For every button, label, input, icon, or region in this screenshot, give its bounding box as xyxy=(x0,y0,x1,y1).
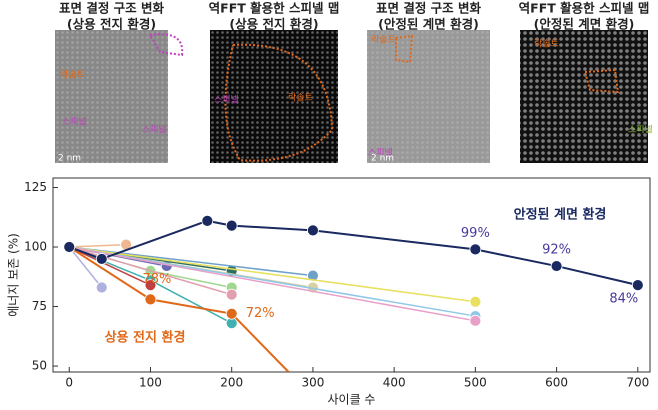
series-line xyxy=(69,246,476,317)
value-label: 92% xyxy=(542,243,571,258)
data-point xyxy=(63,241,76,253)
x-tick-label: 200 xyxy=(220,376,243,390)
plot-area: 78% 72% 99% 92% 84% xyxy=(63,214,644,372)
y-tick-label: 75 xyxy=(32,299,47,313)
panel-label: 스피넬 xyxy=(142,124,167,136)
data-point xyxy=(307,269,319,282)
series-line xyxy=(69,243,127,248)
series-line xyxy=(69,246,232,296)
series-line xyxy=(68,219,639,287)
data-point xyxy=(469,295,482,308)
x-tick-label: 600 xyxy=(545,376,568,390)
value-label: 72% xyxy=(246,306,275,321)
x-axis-label: 사이클 수 xyxy=(328,393,376,407)
series-annotation: 상용 전지 환경 xyxy=(105,330,186,346)
value-label: 78% xyxy=(142,272,171,287)
panel-caption: 표면 결정 구조 변화 xyxy=(376,1,482,16)
series-line xyxy=(68,246,290,372)
panel-caption: (상용 전지 환경) xyxy=(67,17,156,32)
micrograph-texture xyxy=(55,30,168,163)
data-point xyxy=(225,307,238,320)
value-label: 99% xyxy=(461,226,490,241)
y-tick-label: 125 xyxy=(24,180,47,194)
data-point xyxy=(550,260,563,272)
series-annotation: 안정된 계면 환경 xyxy=(514,207,607,223)
data-point xyxy=(469,314,482,327)
series-line xyxy=(68,246,151,286)
data-point xyxy=(469,243,482,256)
data-point xyxy=(225,219,238,232)
x-tick-label: 0 xyxy=(65,376,73,390)
x-tick-label: 400 xyxy=(383,376,406,390)
data-point xyxy=(225,288,238,301)
y-tick-label: 50 xyxy=(32,359,47,373)
data-point xyxy=(95,281,108,294)
data-point xyxy=(631,279,644,292)
x-tick-label: 500 xyxy=(464,376,487,390)
series-line xyxy=(69,246,476,303)
panel-label: 스피넬 xyxy=(214,94,239,106)
panel-caption: (안정된 계면 환경) xyxy=(534,17,635,32)
micrograph-texture xyxy=(367,30,490,163)
x-tick-label: 700 xyxy=(626,376,649,390)
data-point xyxy=(307,224,319,237)
x-tick-label: 300 xyxy=(301,376,324,390)
x-tick-label: 100 xyxy=(139,376,162,390)
panel-label: 2 nm xyxy=(371,154,394,164)
region-outline xyxy=(148,33,184,57)
value-label: 84% xyxy=(609,292,638,307)
y-axis-label: 에너지 보존 (%) xyxy=(7,233,21,317)
y-tick-label: 100 xyxy=(24,240,47,254)
data-point xyxy=(95,253,108,265)
region-outline xyxy=(583,68,620,94)
panel-label: 락솔트 xyxy=(288,92,313,104)
panel-label: 락솔트 xyxy=(534,38,559,50)
micrograph-texture xyxy=(520,30,648,163)
panel-label: 스피넬 xyxy=(628,124,653,136)
panel-caption: 표면 결정 구조 변화 xyxy=(59,1,165,16)
panel-label: 락솔트 xyxy=(60,69,85,81)
panel-caption: 역FFT 활용한 스피넬 맵 xyxy=(519,1,650,16)
panel-caption: (안정된 계면 환경) xyxy=(378,17,479,32)
panel-label: 락솔트 xyxy=(371,34,396,46)
data-point xyxy=(144,279,157,292)
panel-label: 스피넬 xyxy=(368,147,393,159)
panel-label: 2 nm xyxy=(58,154,81,164)
data-point xyxy=(201,214,214,227)
data-point xyxy=(144,293,157,306)
panel-caption: (상용 전지 환경) xyxy=(229,17,318,32)
panel-label: 스피넬 xyxy=(62,116,87,128)
region-outline xyxy=(224,43,334,162)
panel-caption: 역FFT 활용한 스피넬 맵 xyxy=(209,1,340,16)
plot-frame xyxy=(52,177,651,373)
series-line xyxy=(69,246,476,322)
series-line xyxy=(68,246,103,288)
